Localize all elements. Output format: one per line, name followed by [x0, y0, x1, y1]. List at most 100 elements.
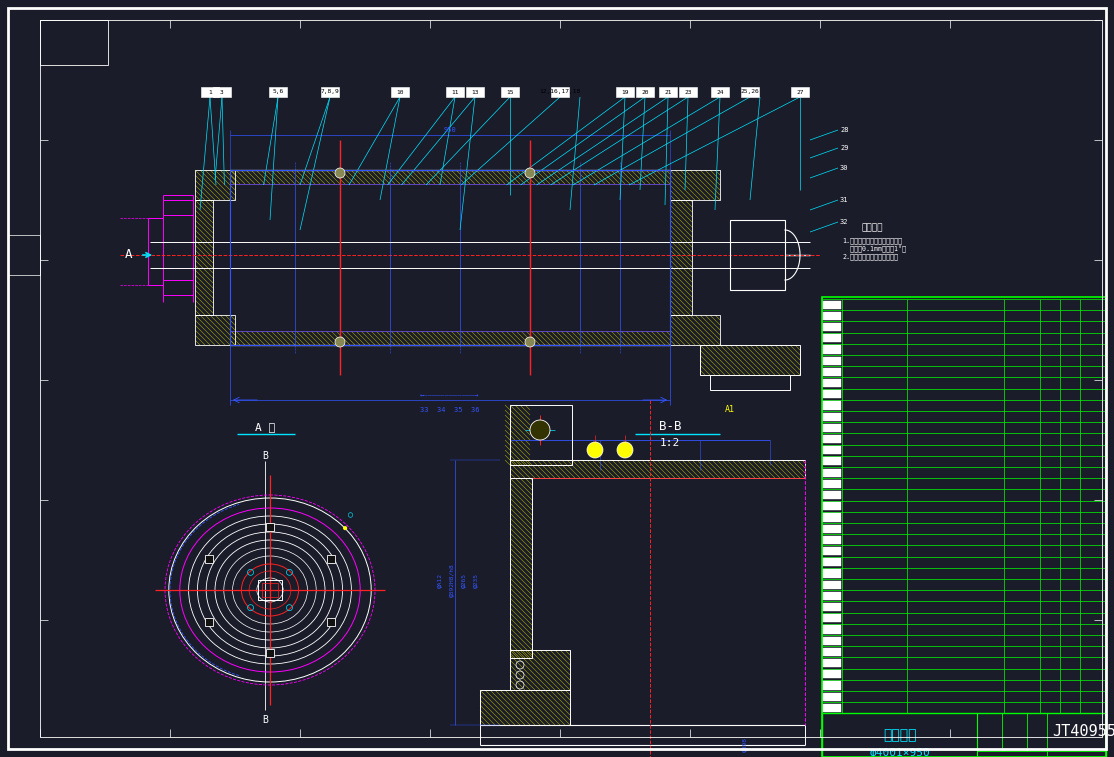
Bar — [670, 170, 720, 200]
Bar — [268, 87, 287, 97]
Text: 13: 13 — [471, 89, 479, 95]
Text: 7,8,9: 7,8,9 — [321, 89, 340, 95]
Bar — [823, 424, 841, 432]
Bar — [680, 87, 697, 97]
Text: 1.装配前清洗，找心轴线同心度: 1.装配前清洗，找心轴线同心度 — [842, 238, 902, 245]
Bar — [213, 87, 231, 97]
Bar — [823, 323, 841, 331]
Text: 29: 29 — [840, 145, 849, 151]
Text: 2.工作时无明显振动和噪音。: 2.工作时无明显振动和噪音。 — [842, 254, 898, 260]
Text: JT40955: JT40955 — [1052, 724, 1114, 739]
Text: 1: 1 — [208, 89, 212, 95]
Bar — [262, 583, 278, 597]
Text: B-B: B-B — [658, 420, 682, 434]
Bar — [195, 315, 235, 345]
Bar — [258, 580, 282, 600]
Text: φ265: φ265 — [461, 572, 467, 587]
Bar — [823, 603, 841, 611]
Text: 33  34  35  36: 33 34 35 36 — [420, 407, 480, 413]
Text: 31: 31 — [840, 197, 849, 203]
Bar — [670, 200, 692, 315]
Bar — [266, 649, 274, 657]
Text: 24: 24 — [716, 89, 724, 95]
Bar — [201, 87, 219, 97]
Bar — [670, 315, 720, 345]
Text: 5,6: 5,6 — [273, 89, 284, 95]
Bar — [823, 413, 841, 421]
Bar — [823, 670, 841, 678]
Text: B: B — [262, 451, 268, 461]
Text: 11: 11 — [451, 89, 459, 95]
Bar — [195, 200, 213, 315]
Bar — [741, 87, 759, 97]
Bar — [446, 87, 465, 97]
Text: ←————————————→: ←————————————→ — [420, 392, 480, 398]
Bar — [510, 405, 571, 465]
Bar — [823, 368, 841, 376]
Bar — [823, 693, 841, 701]
Bar — [823, 558, 841, 566]
Text: φA12: φA12 — [438, 572, 442, 587]
Bar — [823, 659, 841, 667]
Bar — [823, 637, 841, 645]
Bar — [823, 513, 841, 522]
Text: 技术要求: 技术要求 — [862, 223, 883, 232]
Bar — [659, 87, 677, 97]
Bar — [391, 87, 409, 97]
Text: 不超过0.1mm不超过1°。: 不超过0.1mm不超过1°。 — [842, 245, 906, 253]
Bar — [616, 87, 634, 97]
Bar — [823, 334, 841, 342]
Bar — [822, 297, 1106, 757]
Text: 28: 28 — [840, 127, 849, 133]
Text: 1:2: 1:2 — [659, 438, 681, 448]
Bar — [205, 618, 214, 625]
Text: 25,26: 25,26 — [741, 89, 760, 95]
Bar — [823, 401, 841, 410]
Bar — [823, 536, 841, 544]
Bar — [823, 625, 841, 634]
Bar — [823, 312, 841, 320]
Bar — [229, 170, 670, 345]
Text: φ398: φ398 — [743, 737, 747, 752]
Circle shape — [335, 168, 345, 178]
Bar — [823, 569, 841, 578]
Bar — [326, 618, 334, 625]
Bar — [823, 457, 841, 466]
Bar — [321, 87, 339, 97]
Text: φ235: φ235 — [473, 572, 479, 587]
Bar — [551, 87, 569, 97]
Text: 23: 23 — [684, 89, 692, 95]
Bar — [823, 581, 841, 589]
Bar — [823, 390, 841, 398]
Bar — [40, 20, 108, 65]
Bar — [510, 650, 570, 690]
Text: 21: 21 — [664, 89, 672, 95]
Text: 15: 15 — [506, 89, 514, 95]
Bar — [510, 478, 532, 658]
Bar — [501, 87, 519, 97]
Text: 32: 32 — [840, 219, 849, 225]
Bar — [823, 446, 841, 454]
Bar — [823, 681, 841, 690]
Bar — [823, 301, 841, 309]
Bar — [823, 525, 841, 533]
Bar — [822, 713, 1106, 757]
Bar — [8, 235, 40, 275]
Text: A1: A1 — [725, 406, 735, 415]
Bar — [480, 690, 570, 725]
Bar — [195, 170, 235, 200]
Bar — [710, 375, 790, 390]
Circle shape — [525, 337, 535, 347]
Circle shape — [617, 442, 633, 458]
Circle shape — [587, 442, 603, 458]
Bar — [700, 345, 800, 375]
Bar — [205, 554, 214, 562]
Bar — [730, 220, 785, 290]
Bar — [791, 87, 809, 97]
Bar — [711, 87, 729, 97]
Text: A 向: A 向 — [255, 422, 275, 432]
Bar — [266, 523, 274, 531]
Bar — [823, 704, 841, 712]
Text: 27: 27 — [797, 89, 803, 95]
Bar — [823, 502, 841, 510]
